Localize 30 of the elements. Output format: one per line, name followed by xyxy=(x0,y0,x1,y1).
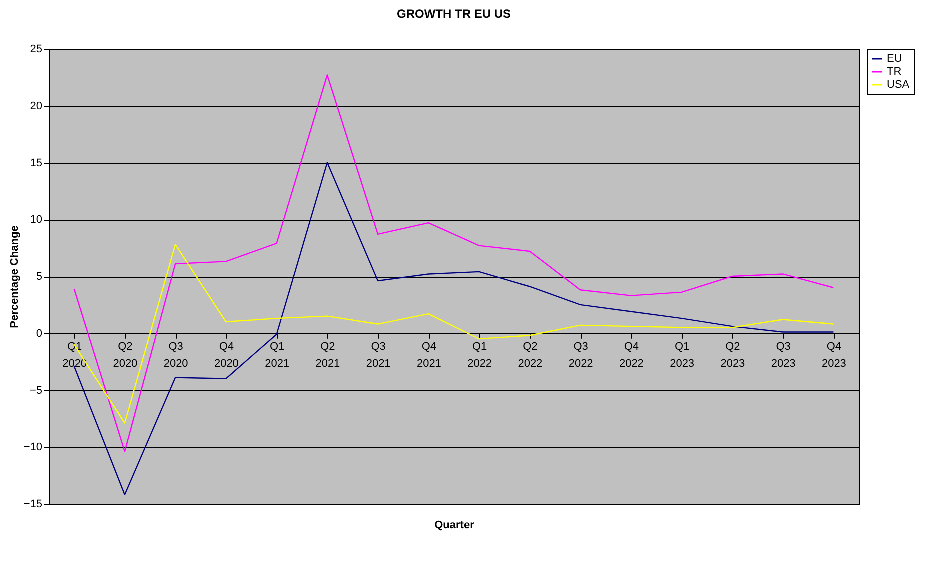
x-tick-label: Q2 2022 xyxy=(518,340,543,370)
y-tick-label: 15 xyxy=(30,157,42,170)
x-tick-label: Q4 2021 xyxy=(416,340,442,370)
x-axis-title: Quarter xyxy=(434,520,476,532)
y-tick-label: 20 xyxy=(30,100,42,112)
y-tick-label: 0 xyxy=(36,328,42,340)
x-tick-label: Q1 2021 xyxy=(265,340,290,370)
x-tick-label: Q3 2021 xyxy=(366,340,391,370)
x-tick-label: Q2 2023 xyxy=(720,340,746,370)
x-tick-label: Q4 2022 xyxy=(619,340,644,370)
x-tick-label: Q2 2021 xyxy=(316,340,340,370)
y-axis-title: Percentage Change xyxy=(8,226,21,328)
x-tick-label: Q1 2022 xyxy=(468,340,492,370)
legend-label: TR xyxy=(887,66,902,78)
x-tick-label: Q4 2023 xyxy=(822,340,846,370)
y-tick-label: −15 xyxy=(24,498,42,510)
y-tick-label: 10 xyxy=(30,214,42,226)
x-tick-label: Q3 2020 xyxy=(164,340,188,370)
x-tick-label: Q4 2020 xyxy=(214,340,239,370)
x-tick-label: Q1 2023 xyxy=(670,340,695,370)
x-tick-label: Q3 2022 xyxy=(568,340,594,370)
legend-label: USA xyxy=(887,79,910,91)
y-tick-label: −10 xyxy=(24,442,42,454)
y-tick-label: −5 xyxy=(30,384,42,397)
x-tick-label: Q2 2020 xyxy=(113,340,138,370)
y-tick-label: 25 xyxy=(30,44,42,56)
y-tick-label: 5 xyxy=(36,271,42,283)
x-tick-label: Q3 2023 xyxy=(771,340,796,370)
legend-label: EU xyxy=(887,53,902,65)
chart-title: GROWTH TR EU US xyxy=(397,7,511,21)
